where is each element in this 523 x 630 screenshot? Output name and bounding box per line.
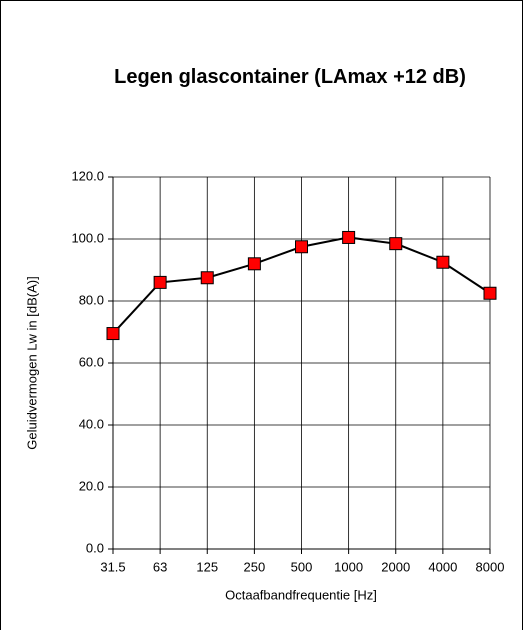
- x-tick-label: 8000: [476, 559, 505, 574]
- x-tick-label: 250: [244, 559, 266, 574]
- marker: [295, 240, 308, 254]
- marker: [247, 257, 261, 271]
- marker: [342, 230, 356, 244]
- x-tick-label: 500: [291, 559, 313, 574]
- marker: [153, 275, 167, 289]
- y-axis-label: Geluidvermogen Lw in [dB(A)]: [24, 276, 39, 449]
- y-tick-label: 20.0: [79, 478, 104, 493]
- y-tick-label: 60.0: [79, 354, 104, 369]
- x-axis-label: Octaafbandfrequentie [Hz]: [225, 587, 377, 602]
- y-tick-label: 80.0: [79, 292, 104, 307]
- x-tick-label: 63: [153, 559, 167, 574]
- x-tick-label: 125: [196, 559, 218, 574]
- y-tick-label: 100.0: [71, 230, 104, 245]
- marker: [200, 271, 214, 285]
- marker: [436, 255, 450, 269]
- y-tick-label: 120.0: [71, 168, 104, 183]
- x-tick-label: 4000: [428, 559, 457, 574]
- x-tick-label: 31.5: [100, 559, 125, 574]
- marker: [483, 286, 497, 300]
- chart-title: Legen glascontainer (LAmax +12 dB): [114, 66, 466, 88]
- x-tick-label: 1000: [334, 559, 363, 574]
- marker: [106, 327, 120, 341]
- y-tick-label: 0.0: [86, 540, 104, 555]
- x-tick-label: 2000: [381, 559, 410, 574]
- y-tick-label: 40.0: [79, 416, 104, 431]
- marker: [389, 237, 403, 251]
